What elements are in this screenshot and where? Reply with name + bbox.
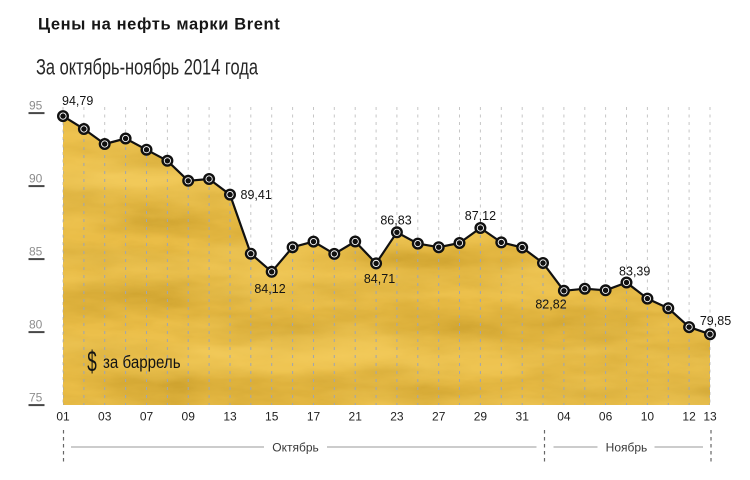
svg-text:90: 90	[29, 172, 43, 186]
svg-text:79,85: 79,85	[700, 314, 731, 328]
svg-text:за баррель: за баррель	[103, 352, 181, 373]
svg-text:21: 21	[349, 410, 363, 424]
svg-text:89,41: 89,41	[241, 188, 272, 202]
svg-text:83,39: 83,39	[619, 265, 650, 279]
svg-text:23: 23	[390, 410, 404, 424]
svg-text:75: 75	[29, 391, 43, 405]
svg-text:07: 07	[140, 410, 154, 424]
svg-text:27: 27	[432, 410, 446, 424]
svg-text:84,71: 84,71	[364, 272, 395, 286]
svg-text:80: 80	[29, 318, 43, 332]
svg-text:15: 15	[265, 410, 279, 424]
svg-text:За октябрь-ноябрь 2014 года: За октябрь-ноябрь 2014 года	[36, 55, 258, 80]
svg-text:17: 17	[307, 410, 321, 424]
svg-text:31: 31	[516, 410, 530, 424]
svg-text:$: $	[87, 346, 97, 379]
svg-text:12: 12	[682, 410, 696, 424]
svg-text:04: 04	[557, 410, 571, 424]
svg-text:84,12: 84,12	[254, 282, 285, 296]
svg-text:95: 95	[29, 99, 43, 113]
svg-text:09: 09	[182, 410, 196, 424]
svg-text:13: 13	[223, 410, 237, 424]
svg-text:03: 03	[98, 410, 112, 424]
svg-text:01: 01	[56, 410, 70, 424]
svg-text:94,79: 94,79	[62, 94, 93, 108]
svg-text:13: 13	[703, 410, 717, 424]
svg-text:86,83: 86,83	[380, 214, 411, 228]
svg-text:85: 85	[29, 245, 43, 259]
svg-text:Цены на нефть марки Brent: Цены на нефть марки Brent	[38, 16, 280, 34]
svg-text:10: 10	[641, 410, 655, 424]
svg-text:87,12: 87,12	[465, 209, 496, 223]
svg-text:82,82: 82,82	[535, 298, 566, 312]
svg-text:29: 29	[474, 410, 488, 424]
svg-text:06: 06	[599, 410, 613, 424]
svg-text:Ноябрь: Ноябрь	[606, 441, 648, 455]
svg-text:Октябрь: Октябрь	[272, 441, 319, 455]
